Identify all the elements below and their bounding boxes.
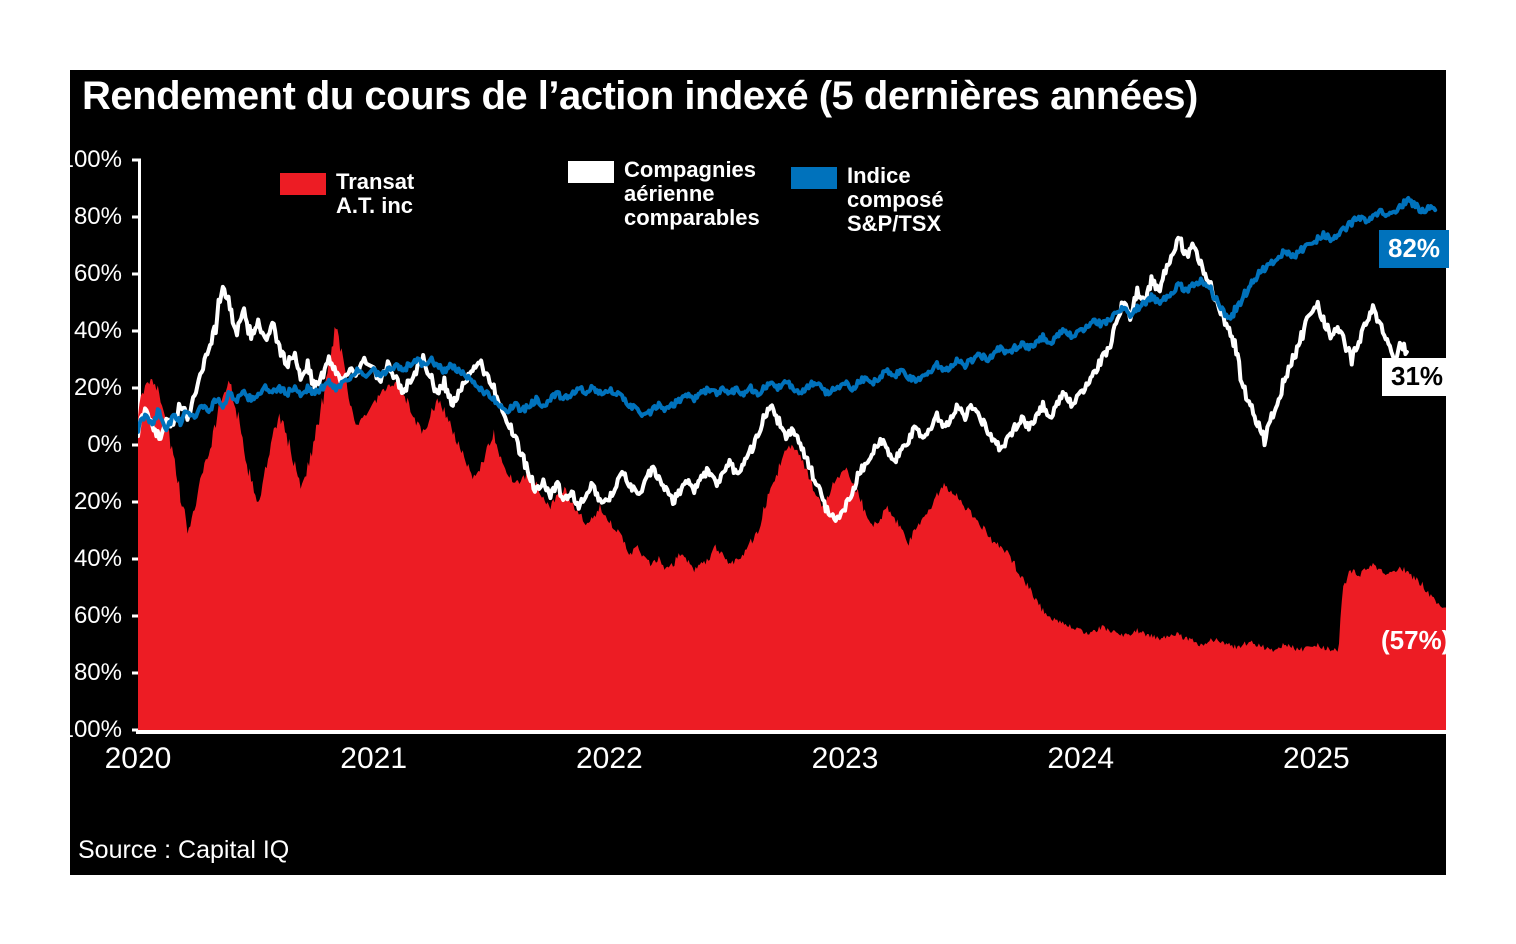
x-tick-label: 2021 (340, 742, 408, 775)
series-canvas (138, 195, 1446, 730)
chart-panel: Rendement du cours de l’action indexé (5… (61, 70, 1453, 875)
series-line-peers (138, 235, 1409, 523)
y-tick-label: 100% (60, 146, 122, 173)
legend-item-peers[interactable]: Compagnies aérienne comparables (568, 158, 760, 229)
y-tick-label: 80% (73, 659, 122, 686)
y-tick-mark (132, 443, 141, 447)
series-area-transat (138, 327, 1446, 730)
y-tick-label: 0% (87, 431, 122, 458)
page-title: Rendement du cours de l’action indexé (5… (82, 74, 1198, 118)
y-tick-mark (132, 158, 141, 162)
x-tick-label: 2023 (811, 742, 879, 775)
legend-label-tsx: Indice composé S&P/TSX (847, 163, 944, 236)
y-tick-label: 40% (73, 317, 122, 344)
tsx-end-callout: 82% (1379, 230, 1450, 268)
y-tick-label: 40% (73, 545, 122, 572)
y-tick-label: 80% (73, 203, 122, 230)
y-tick-label: 100% (60, 716, 122, 743)
x-tick-label: 2024 (1047, 742, 1115, 775)
y-tick-mark (132, 329, 141, 333)
y-tick-label: 20% (73, 374, 122, 401)
x-tick-label: 2020 (104, 742, 172, 775)
y-tick-mark (132, 557, 141, 561)
y-tick-mark (132, 614, 141, 618)
x-axis-line (136, 730, 1446, 734)
legend-swatch-tsx (791, 167, 837, 189)
y-tick-mark (132, 386, 141, 390)
y-tick-mark (132, 272, 141, 276)
legend-label-peers: Compagnies aérienne comparables (624, 157, 760, 230)
transat-end-callout: (57%) (1381, 625, 1451, 655)
legend-swatch-peers (568, 161, 614, 183)
legend-label-transat: Transat A.T. inc (336, 169, 415, 218)
y-tick-mark (132, 671, 141, 675)
y-axis-labels: 100% 80% 60% 40% 20% 0% 20% 40% 60% 80% 100% (61, 146, 141, 743)
plot-area (138, 160, 1446, 730)
legend-item-tsx[interactable]: Indice composé S&P/TSX (791, 164, 944, 235)
y-tick-mark (132, 500, 141, 504)
x-tick-label: 2022 (575, 742, 643, 775)
x-tick-label: 2025 (1283, 742, 1350, 775)
peers-end-callout: 31% (1382, 358, 1453, 396)
y-tick-mark (132, 728, 141, 732)
y-tick-mark (132, 215, 141, 219)
y-tick-label: 60% (73, 260, 122, 287)
y-tick-label: 20% (73, 488, 122, 515)
legend-swatch-transat (280, 173, 326, 195)
y-tick-label: 60% (73, 602, 122, 629)
series-line-tsx (138, 195, 1438, 434)
source-note: Source : Capital IQ (78, 836, 290, 864)
legend-item-transat[interactable]: Transat A.T. inc (280, 170, 414, 218)
